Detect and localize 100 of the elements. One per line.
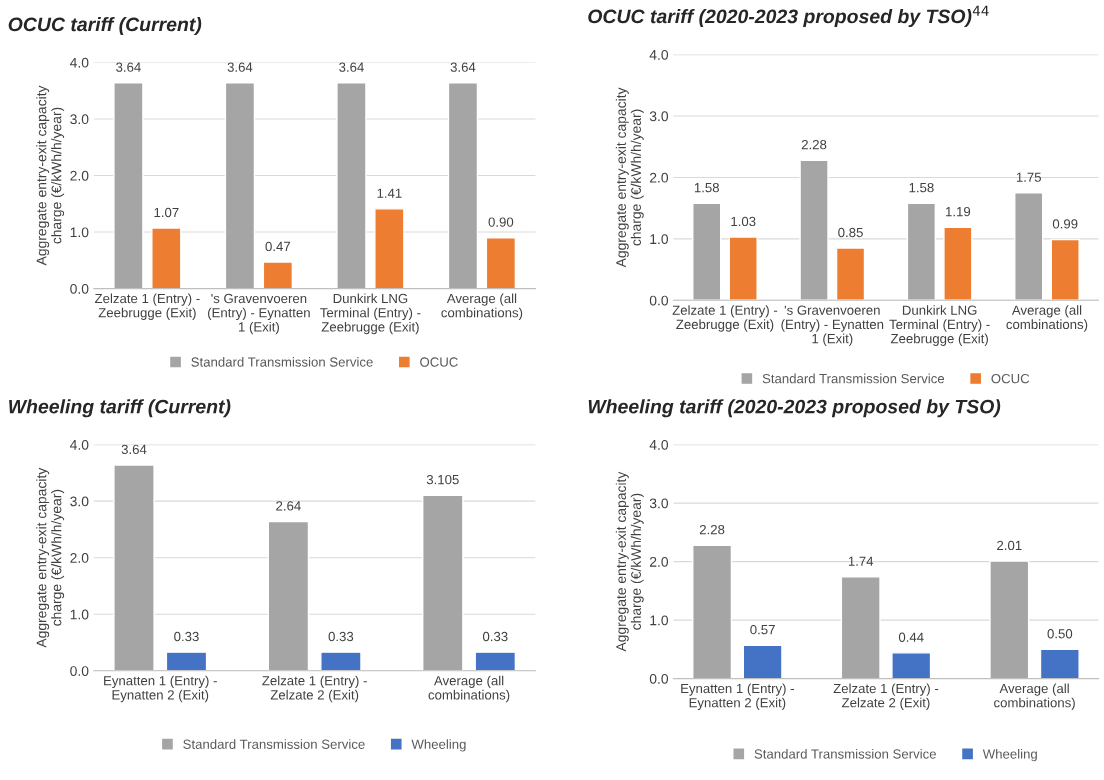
data-label: 3.64 <box>227 62 253 72</box>
x-tick-label: Eynatten 1 (Entry) - Eynatten 2 (Exit) <box>104 675 217 703</box>
x-tick-label: Average (all combinations) <box>441 293 523 320</box>
y-tick-label: 4.0 <box>649 439 669 450</box>
bar <box>474 651 517 671</box>
legend-label: Wheeling <box>982 748 1037 762</box>
y-tick-label: 1.0 <box>70 609 89 620</box>
data-label: 1.58 <box>909 182 934 193</box>
data-label: 0.47 <box>265 241 291 252</box>
data-label: 3.64 <box>116 62 141 72</box>
y-tick-label: 0.0 <box>649 295 669 306</box>
data-label: 1.07 <box>154 207 179 218</box>
y-tick-label: 2.0 <box>649 172 669 183</box>
y-tick-label: 0.0 <box>70 283 89 294</box>
data-label: 1.74 <box>848 556 874 566</box>
bar <box>374 208 405 289</box>
x-tick-label: Dunkirk LNG Terminal (Entry) - Zeebrugge (Exit) <box>320 293 421 335</box>
bar <box>840 576 881 679</box>
y-tick-label: 4.0 <box>69 439 89 450</box>
y-tick-label: 1.0 <box>650 615 669 626</box>
data-label: 2.64 <box>276 501 301 511</box>
y-axis-title: Aggregate entry-exit capacity charge (€/kWh/h/year) <box>615 471 644 652</box>
bar <box>262 261 294 289</box>
data-label: 0.99 <box>1052 219 1078 229</box>
bar <box>151 227 182 289</box>
bar <box>728 236 758 301</box>
y-tick-label: 4.0 <box>69 57 89 68</box>
x-tick-label: Average (all combinations) <box>428 675 510 703</box>
legend-label: Wheeling <box>411 739 466 752</box>
x-tick-label: 's Gravenvoeren (Entry) - Eynatten 1 (Exit) <box>781 305 884 346</box>
data-label: 2.28 <box>801 139 827 150</box>
data-label: 0.44 <box>898 632 924 642</box>
bar <box>943 226 973 301</box>
y-tick-label: 0.0 <box>70 666 89 676</box>
bar <box>835 247 866 301</box>
bar <box>799 159 829 301</box>
bar <box>447 82 479 289</box>
y-axis-title: Aggregate entry-exit capacity charge (€/kWh/h/year) <box>615 87 644 268</box>
chart-title: OCUC tariff (2020-2023 proposed by TSO)$^{44}$ <box>588 5 989 28</box>
legend-label: OCUC <box>991 373 1030 384</box>
x-tick-label: Zelzate 1 (Entry) - Zeebrugge (Exit) <box>672 305 778 332</box>
bar <box>113 464 155 671</box>
bar <box>906 202 937 301</box>
x-tick-label: Eynatten 1 (Entry) - Eynatten 2 (Exit) <box>681 683 794 710</box>
x-tick-label: Average (all combinations) <box>994 683 1075 710</box>
legend-label: OCUC <box>420 357 458 367</box>
x-tick-label: Dunkirk LNG Terminal (Entry) - Zeebrugge (Exit) <box>889 305 990 346</box>
bar <box>267 520 310 671</box>
data-label: 0.50 <box>1047 629 1073 639</box>
data-label: 0.33 <box>482 631 508 642</box>
y-tick-label: 2.0 <box>649 556 669 567</box>
x-tick-label: 's Gravenvoeren (Entry) - Eynatten 1 (Exit) <box>208 293 310 335</box>
data-label: 0.57 <box>750 624 775 635</box>
bar <box>165 651 208 671</box>
data-label: 3.64 <box>339 62 364 72</box>
bar <box>113 82 144 289</box>
data-label: 0.33 <box>174 631 199 642</box>
data-label: 0.85 <box>838 227 863 238</box>
data-label: 3.64 <box>450 62 476 72</box>
y-tick-label: 2.0 <box>70 553 89 563</box>
bar <box>742 644 783 679</box>
legend-label: Standard Transmission Service <box>762 373 945 384</box>
data-label: 2.28 <box>699 524 725 535</box>
bar <box>1039 648 1080 679</box>
bar <box>692 202 722 301</box>
data-label: 0.33 <box>328 631 354 642</box>
bar <box>1014 192 1044 301</box>
y-tick-label: 4.0 <box>649 49 669 60</box>
y-tick-label: 3.0 <box>70 114 89 125</box>
y-tick-label: 2.0 <box>70 170 89 181</box>
bar <box>336 82 367 289</box>
bar <box>224 82 256 289</box>
y-tick-label: 0.0 <box>649 673 669 684</box>
data-label: 3.64 <box>121 444 147 455</box>
x-tick-label: Average (all combinations) <box>1006 305 1088 332</box>
bar <box>989 560 1030 679</box>
data-label: 0.90 <box>488 217 514 227</box>
bar <box>485 237 517 289</box>
data-label: 3.105 <box>426 474 459 485</box>
x-tick-label: Zelzate 1 (Entry) - Zeebrugge (Exit) <box>95 293 200 320</box>
data-label: 1.19 <box>946 206 971 217</box>
x-tick-label: Zelzate 1 (Entry) - Zelzate 2 (Exit) <box>262 675 367 703</box>
bar <box>692 544 733 679</box>
chart-title: Wheeling tariff (Current) <box>9 399 231 418</box>
y-axis-title: Aggregate entry-exit capacity charge (€/kWh/h/year) <box>36 85 65 266</box>
legend-label: Standard Transmission Service <box>183 739 365 749</box>
data-label: 1.58 <box>694 182 719 193</box>
data-label: 1.03 <box>731 216 756 227</box>
legend-label: Standard Transmission Service <box>191 357 373 367</box>
chart-title: Wheeling tariff (2020-2023 proposed by TSO) <box>588 399 1001 418</box>
legend-label: Standard Transmission Service <box>754 748 936 759</box>
data-label: 1.75 <box>1016 172 1041 182</box>
y-tick-label: 1.0 <box>70 227 89 238</box>
bar <box>320 651 362 671</box>
chart-title: OCUC tariff (Current) <box>8 16 202 36</box>
y-tick-label: 3.0 <box>70 496 89 507</box>
x-tick-label: Zelzate 1 (Entry) - Zelzate 2 (Exit) <box>833 683 939 710</box>
y-tick-label: 3.0 <box>649 111 669 122</box>
data-label: 1.41 <box>377 188 402 198</box>
data-label: 2.01 <box>997 540 1022 551</box>
